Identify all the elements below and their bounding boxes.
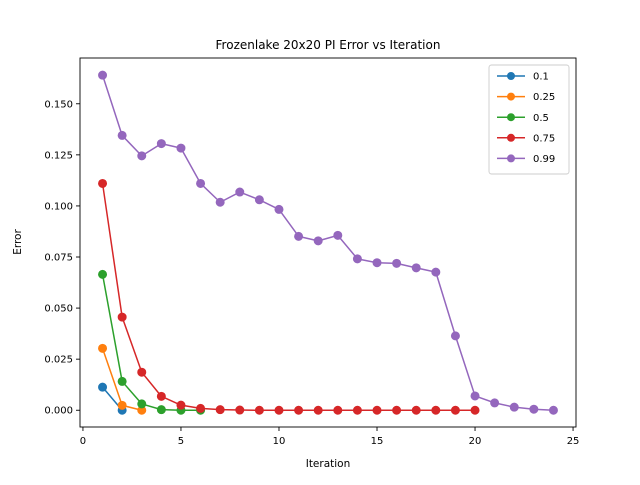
x-tick-label: 20 — [469, 436, 482, 447]
data-point — [411, 405, 421, 415]
data-point — [372, 258, 382, 268]
data-point — [313, 405, 323, 415]
legend-item: 0.1 — [497, 72, 549, 83]
data-point — [450, 405, 460, 415]
data-point — [235, 187, 245, 197]
data-point — [431, 405, 441, 415]
y-tick-label: 0.100 — [44, 201, 73, 212]
data-point — [117, 312, 127, 322]
y-axis: 0.000 0.025 0.050 0.075 0.100 0.125 0.150 — [44, 99, 80, 417]
data-point — [176, 143, 186, 153]
data-point — [117, 130, 127, 140]
x-tick-label: 25 — [567, 436, 580, 447]
legend: 0.1 0.25 0.5 0.75 0.99 — [488, 64, 570, 175]
data-point — [294, 231, 304, 241]
y-tick-label: 0.050 — [44, 304, 73, 315]
series-0.5 — [98, 269, 206, 415]
data-point — [156, 405, 166, 415]
legend-marker — [507, 113, 515, 122]
series-layer — [98, 70, 558, 415]
data-point — [235, 405, 245, 415]
y-axis-label: Error — [12, 229, 24, 255]
data-point — [117, 400, 127, 410]
y-tick-label: 0.025 — [44, 355, 73, 366]
legend-marker — [507, 133, 515, 142]
data-point — [470, 405, 480, 415]
data-point — [196, 178, 206, 188]
legend-label: 0.5 — [533, 113, 549, 124]
data-point — [254, 195, 264, 205]
data-point — [411, 263, 421, 273]
x-tick-label: 10 — [273, 436, 286, 447]
data-point — [392, 405, 402, 415]
data-point — [529, 404, 539, 414]
data-point — [313, 236, 323, 246]
y-tick-label: 0.075 — [44, 253, 73, 264]
series-0.99 — [98, 70, 558, 415]
data-point — [372, 405, 382, 415]
data-point — [450, 331, 460, 341]
chart-title: Frozenlake 20x20 PI Error vs Iteration — [216, 38, 441, 52]
data-point — [470, 391, 480, 401]
x-tick-label: 15 — [371, 436, 384, 447]
legend-marker — [507, 72, 515, 80]
series-0.75 — [98, 178, 480, 415]
data-point — [137, 367, 147, 377]
data-point — [294, 405, 304, 415]
data-point — [352, 405, 362, 415]
x-axis: 0 5 10 15 20 25 — [80, 427, 580, 447]
legend-item: 0.75 — [497, 133, 555, 144]
data-point — [254, 405, 264, 415]
data-point — [509, 402, 519, 412]
x-axis-label: Iteration — [306, 458, 351, 470]
data-point — [215, 197, 225, 207]
data-point — [215, 405, 225, 415]
series-0.25 — [98, 343, 147, 415]
legend-label: 0.25 — [533, 92, 555, 103]
data-point — [98, 382, 108, 392]
plot-frame — [79, 57, 577, 428]
data-point — [137, 399, 147, 409]
data-point — [548, 405, 558, 415]
x-tick-label: 5 — [178, 436, 184, 447]
data-point — [98, 269, 108, 279]
data-point — [98, 343, 108, 353]
y-tick-label: 0.000 — [44, 406, 73, 417]
y-tick-label: 0.150 — [44, 99, 73, 110]
legend-item: 0.25 — [497, 92, 555, 103]
data-point — [176, 400, 186, 410]
legend-marker — [507, 92, 515, 101]
data-point — [333, 230, 343, 240]
legend-box — [488, 64, 570, 175]
legend-label: 0.1 — [533, 72, 549, 83]
legend-item: 0.99 — [497, 154, 555, 165]
legend-label: 0.99 — [533, 154, 555, 165]
legend-item: 0.5 — [497, 113, 549, 124]
data-point — [117, 376, 127, 386]
data-point — [274, 204, 284, 214]
data-point — [156, 391, 166, 401]
data-point — [490, 398, 500, 408]
legend-label: 0.75 — [533, 133, 555, 144]
data-point — [98, 178, 108, 188]
data-point — [196, 403, 206, 413]
data-point — [274, 405, 284, 415]
data-point — [137, 151, 147, 161]
data-point — [156, 139, 166, 149]
x-tick-label: 0 — [80, 436, 86, 447]
data-point — [352, 254, 362, 264]
data-point — [431, 267, 441, 277]
data-point — [333, 405, 343, 415]
data-point — [392, 258, 402, 268]
data-point — [98, 70, 108, 80]
legend-marker — [507, 154, 515, 163]
y-tick-label: 0.125 — [44, 150, 73, 161]
